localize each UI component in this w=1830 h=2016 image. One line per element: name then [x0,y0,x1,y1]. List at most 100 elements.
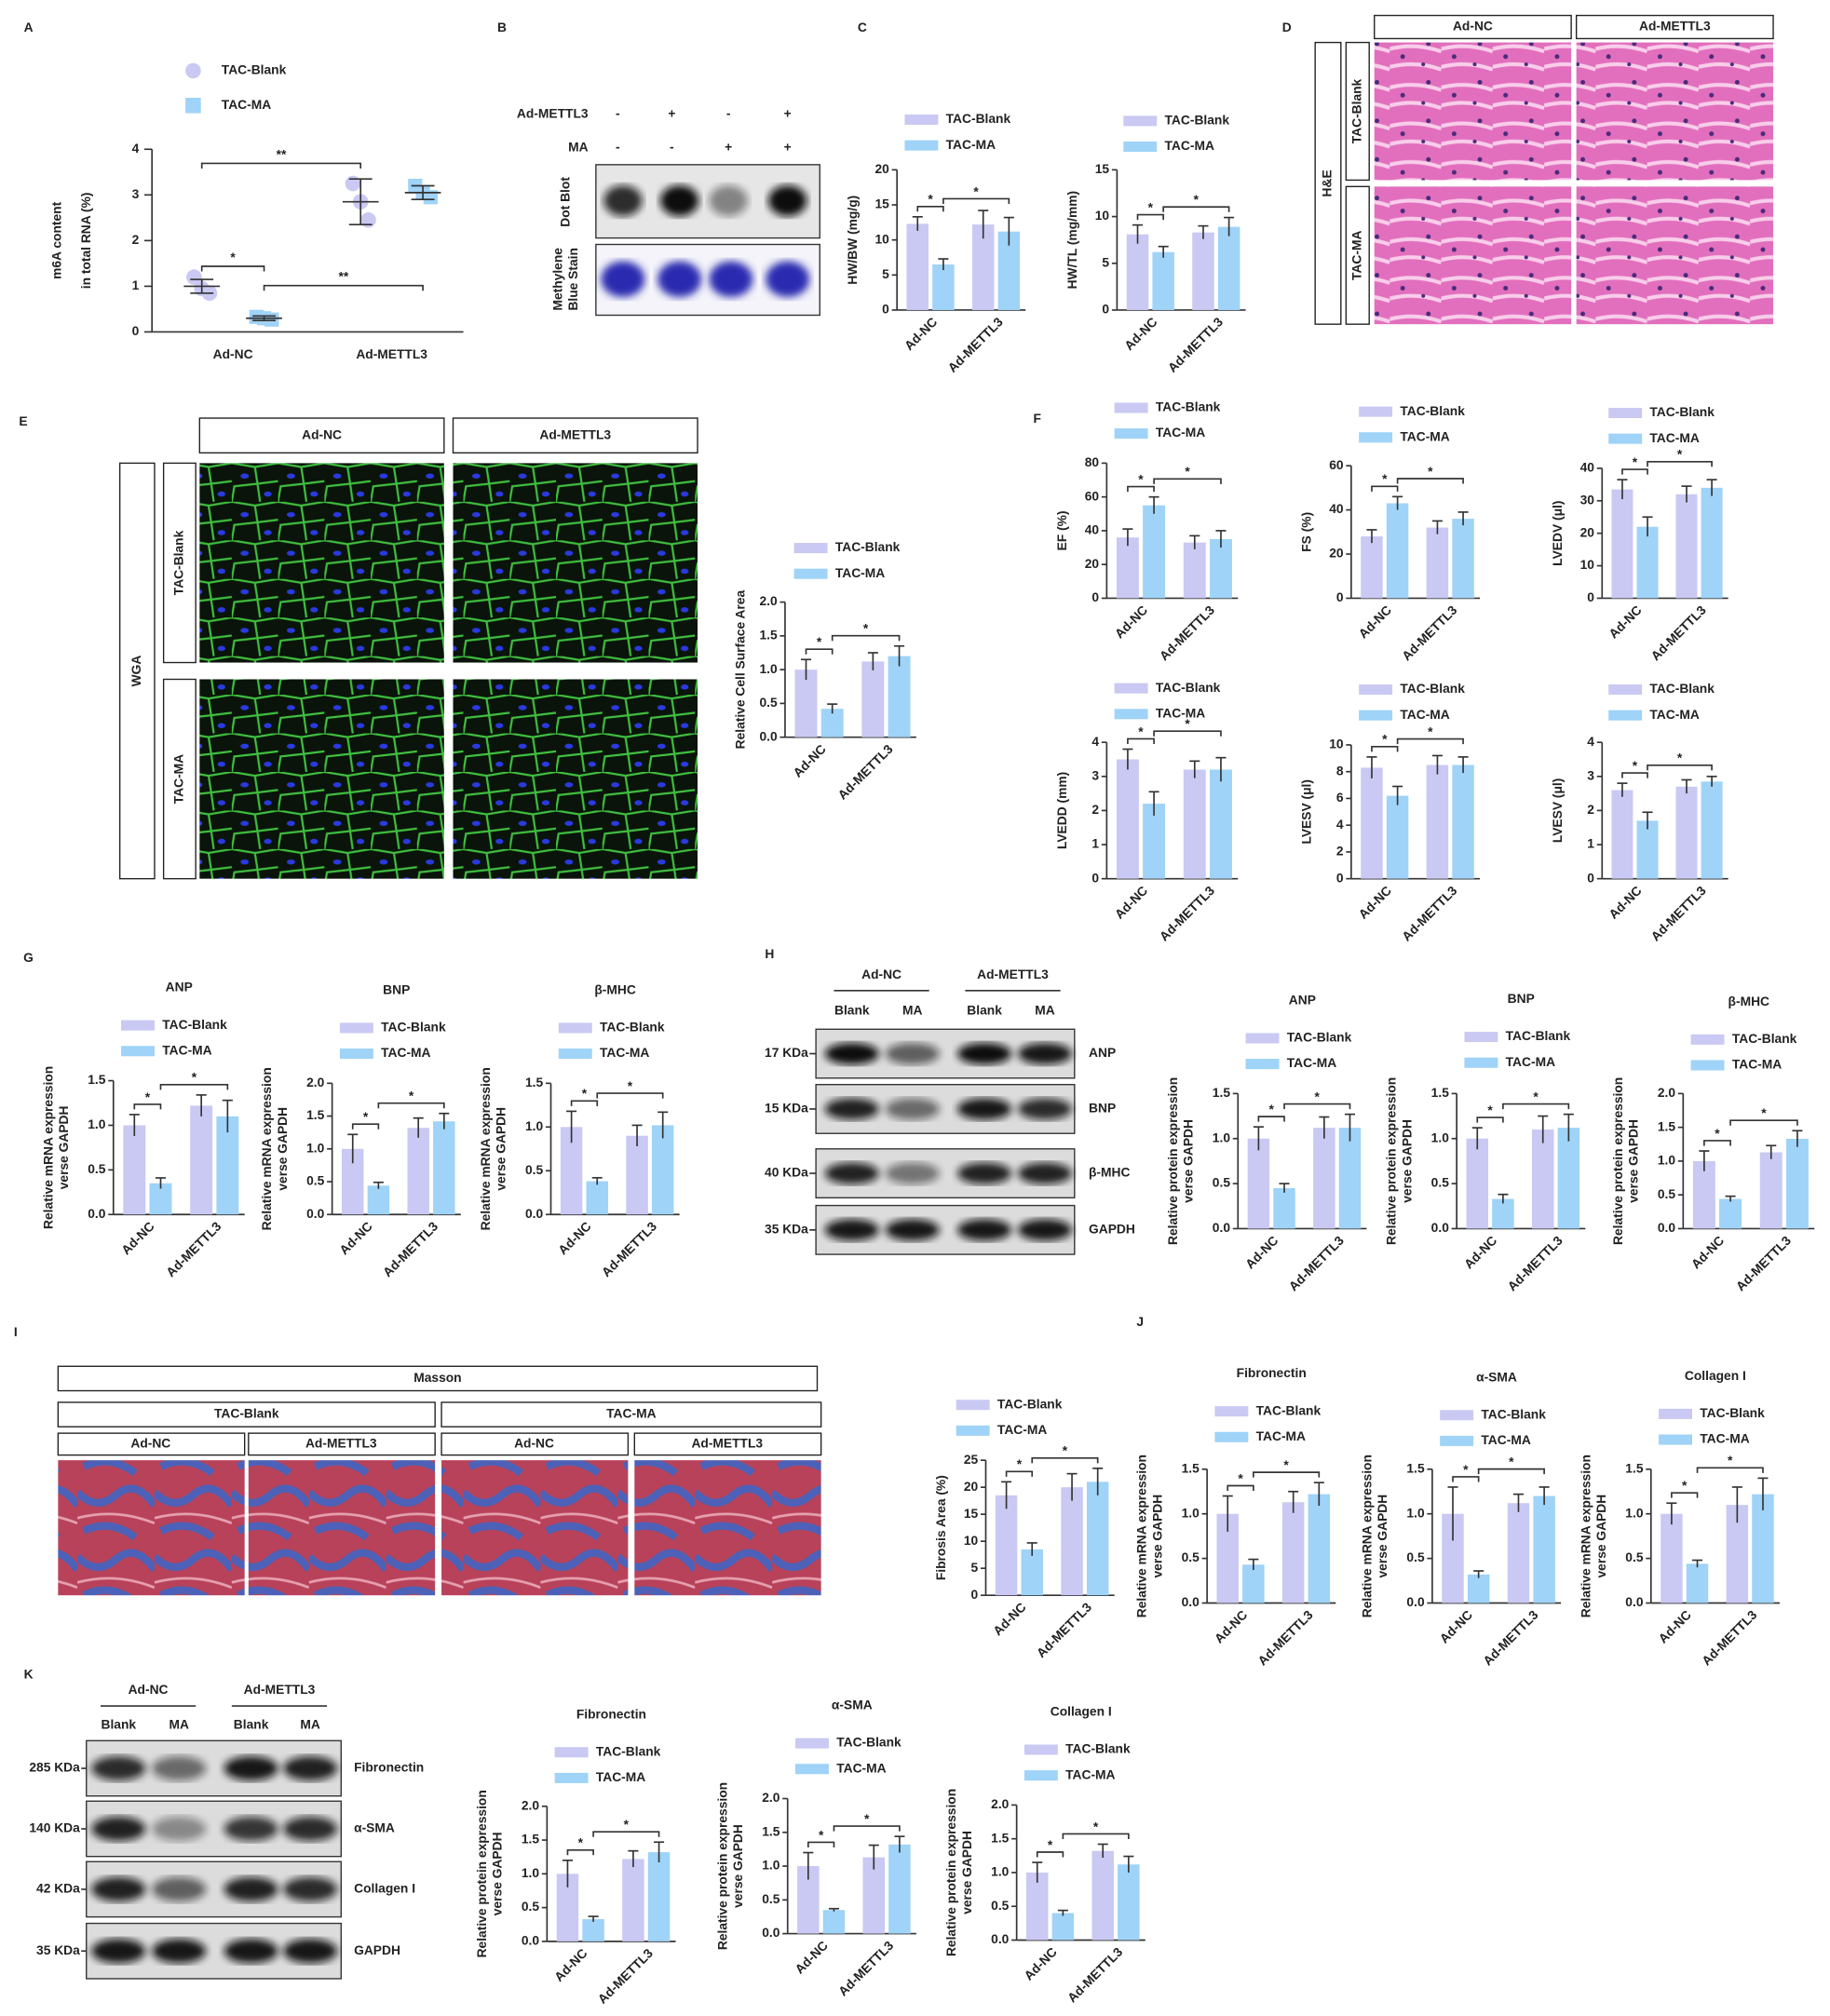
y-tick-label: 1.5 [759,628,778,643]
micrograph [1576,186,1774,325]
legend-marker [1659,1434,1692,1445]
legend-label: TAC-MA [1065,1766,1115,1781]
bar [1466,1138,1489,1229]
lane-label: Blank [101,1716,136,1731]
bar [1611,790,1633,879]
significance-bracket [1062,1833,1130,1839]
stain-dot [709,261,753,298]
significance-bracket [592,1831,660,1837]
y-tick-label: 0.5 [759,695,778,710]
bar [1247,1138,1270,1229]
blot-band [1018,1219,1073,1241]
label-box [57,1432,246,1456]
bar [862,1857,886,1934]
y-tick-label: 0.0 [1406,1594,1425,1609]
blot-band [824,1219,879,1241]
lane-label: Blank [834,1003,870,1018]
bar [1021,1549,1043,1596]
blot-dot [709,184,748,217]
y-tick-label: 0.0 [1182,1594,1200,1609]
y-tick-label: 4 [1091,734,1099,749]
micrograph [634,1460,821,1596]
y-tick-label: 3 [1091,767,1099,782]
significance-bracket [1253,1471,1321,1478]
y-tick-label: 4 [132,141,140,156]
legend-marker [1359,406,1393,417]
legend-label: TAC-MA [222,97,271,112]
significance-bracket [1696,1467,1764,1473]
bar [1426,764,1449,879]
legend-marker [1608,710,1643,721]
y-tick-label: 30 [1580,492,1595,507]
y-axis-label: LVEDD (mm) [1054,772,1069,849]
y-tick-label: 1.0 [1625,1505,1644,1520]
significance-bracket [159,1084,229,1090]
y-tick-label: 3 [1587,767,1594,782]
y-tick-label: 15 [964,1506,979,1521]
column-label: Ad-METTL3 [305,1436,377,1451]
row-label: TAC-Blank [1349,78,1363,143]
data-point [423,190,438,205]
y-axis-label: Relative mRNA expression [1359,1454,1374,1617]
legend-marker [956,1425,990,1436]
bar [1026,1872,1049,1941]
lane-label: MA [169,1716,188,1731]
significance-bracket [1162,206,1230,212]
significance-label: * [864,1811,870,1826]
y-axis-label: verse GAPDH [275,1107,290,1191]
blot-band [283,1755,338,1781]
bar [1152,251,1174,310]
significance-label: * [1238,1470,1243,1485]
y-axis-label: FS (%) [1299,512,1314,552]
legend-label: TAC-Blank [1649,404,1715,419]
bar [123,1125,146,1215]
row-label: TAC-MA [171,754,186,804]
significance-bracket [1476,1116,1504,1123]
legend-marker [793,568,828,579]
band-size: 285 KDa [29,1760,80,1775]
bar [1217,226,1240,310]
significance-bracket [1227,1484,1254,1492]
significance-bracket [1671,1492,1699,1498]
legend-label: TAC-Blank [600,1020,665,1035]
y-axis-label: verse GAPDH [489,1832,504,1915]
y-tick-label: 0.0 [522,1933,540,1948]
bar [1116,759,1139,879]
legend-marker [1440,1435,1474,1446]
lane-label: Blank [234,1716,269,1731]
y-tick-label: 1.5 [1625,1460,1644,1475]
legend-marker [185,98,201,114]
y-tick-label: 1.5 [1213,1085,1231,1100]
legend-marker [558,1049,592,1060]
bar [1426,527,1449,599]
blot-band [224,1939,278,1964]
significance-label: * [1148,199,1154,214]
bar [1701,781,1723,879]
y-tick-label: 2.0 [762,1790,780,1805]
significance-label: * [1185,464,1190,479]
legend-label: TAC-MA [596,1769,645,1784]
y-axis-label: Relative protein expression [1165,1077,1180,1245]
band-size: 35 KDa [36,1942,80,1957]
legend-marker [1359,432,1393,443]
significance-label: * [1428,464,1433,479]
y-tick-label: 20 [1085,556,1100,571]
legend-marker [1023,1770,1058,1781]
significance-label: * [145,1089,151,1104]
y-axis-label: verse GAPDH [1593,1495,1608,1578]
y-axis-label: HW/BW (mg/g) [845,196,860,285]
group-label: Ad-METTL3 [977,967,1049,981]
y-axis-label: HW/TL (mg/mm) [1064,191,1079,290]
y-tick-label: 0.0 [1213,1220,1231,1235]
bar [1557,1128,1580,1229]
column-label: Ad-NC [514,1436,554,1451]
y-tick-label: 1.0 [1406,1505,1425,1520]
micrograph [453,463,698,663]
legend-label: TAC-Blank [1165,113,1230,128]
bar [1386,795,1409,879]
significance-bracket [1621,468,1648,475]
label-box [452,417,698,454]
y-tick-label: 0.0 [88,1206,106,1221]
significance-bracket [833,1825,901,1832]
